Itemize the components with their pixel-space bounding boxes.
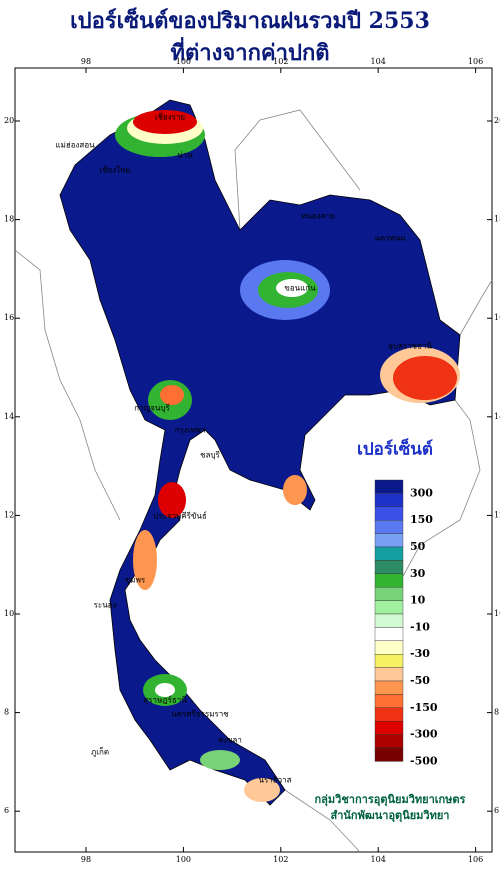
place-label: เชียงใหม่ [99,166,130,175]
place-label: หนองคาย [301,212,335,221]
place-label: ขอนแก่น [284,284,316,293]
place-label: กรุงเทพฯ [175,426,206,435]
legend-swatch [374,587,404,601]
legend-label: 150 [410,513,433,526]
legend-label: 10 [410,594,426,607]
legend-label: -30 [410,647,430,660]
legend-title: เปอร์เซ็นต์ [357,437,433,460]
title: ที่ต่างจากค่าปกติ [170,36,329,66]
lon-label: 98 [81,855,91,864]
legend-label: 300 [410,486,433,499]
title: เปอร์เซ็นต์ของปริมาณฝนรวมปี 2553 [70,6,430,34]
place-label: กาญจนบุรี [134,404,170,413]
place-label: แม่ฮ่องสอน [55,141,95,150]
legend-swatch [374,627,404,642]
legend-swatch [374,654,404,668]
lat-label: 16 [494,313,500,322]
lat-label: 18 [4,215,14,224]
rain-anomaly-blobs [115,110,460,802]
legend-swatch [374,680,404,695]
lat-label: 20 [4,116,14,125]
legend-swatch [374,667,404,682]
lat-label: 12 [4,510,14,519]
lat-label: 14 [494,412,500,421]
lon-label: 106 [468,57,483,66]
legend-label: -10 [410,620,430,633]
legend-label: 50 [410,540,426,553]
lat-label: 20 [494,116,500,125]
lat-label: 8 [494,708,499,717]
place-label: สงขลา [218,736,242,745]
legend-swatch [374,707,404,722]
credit: สำนักพัฒนาอุตุนิยมวิทยา [331,809,450,823]
legend-label: -150 [410,701,438,714]
place-label: ภูเก็ต [91,747,109,758]
lat-label: 14 [4,412,14,421]
lat-label: 6 [4,806,9,815]
legend-swatch [374,640,404,655]
place-label: ชลบุรี [200,451,220,460]
legend-swatch [374,479,404,494]
legend-swatch [374,747,404,762]
lon-label: 104 [371,57,386,66]
place-label: สุราษฎร์ธานี [143,695,187,705]
legend-label: 30 [410,567,426,580]
legend-label: -500 [410,754,438,767]
legend-swatch [374,520,404,534]
lon-label: 102 [273,57,288,66]
lat-label: 18 [494,215,500,224]
credit: กลุ่มวิชาการอุตุนิยมวิทยาเกษตร [315,793,466,807]
lon-label: 100 [176,57,191,66]
place-label: นราธิวาส [258,776,291,785]
legend-swatch [374,560,404,575]
lat-label: 8 [4,708,9,717]
lat-label: 12 [494,510,500,519]
lon-label: 106 [468,855,483,864]
lat-label: 10 [4,609,14,618]
legend-swatch [374,546,404,561]
neighbor-borders [14,109,493,853]
lat-label: 16 [4,313,14,322]
legend-swatch [374,721,404,735]
legend-swatch [374,600,404,615]
lon-label: 100 [176,855,191,864]
lat-label: 10 [494,609,500,618]
legend-swatch [374,506,404,521]
lon-label: 104 [371,855,386,864]
legend-label: -300 [410,728,438,741]
lat-label: 6 [494,806,499,815]
place-label: นครพนม [374,234,405,243]
legend-label: -50 [410,674,430,687]
place-label: ชุมพร [125,576,146,585]
legend-swatch [374,533,404,548]
place-label: น่าน [177,151,193,160]
lon-label: 102 [273,855,288,864]
legend-swatch [374,493,404,507]
legend-swatch [374,734,404,749]
place-label: ระนอง [94,601,117,610]
place-label: นครศรีธรรมราช [171,710,229,719]
place-label: เชียงราย [155,113,185,122]
legend-swatch [374,613,404,628]
place-label: ประจวบคีรีขันธ์ [153,511,207,521]
place-label: อุบลราชธานี [388,342,432,351]
lon-label: 98 [81,57,91,66]
legend-swatch [374,573,404,588]
legend-swatch [374,694,404,709]
